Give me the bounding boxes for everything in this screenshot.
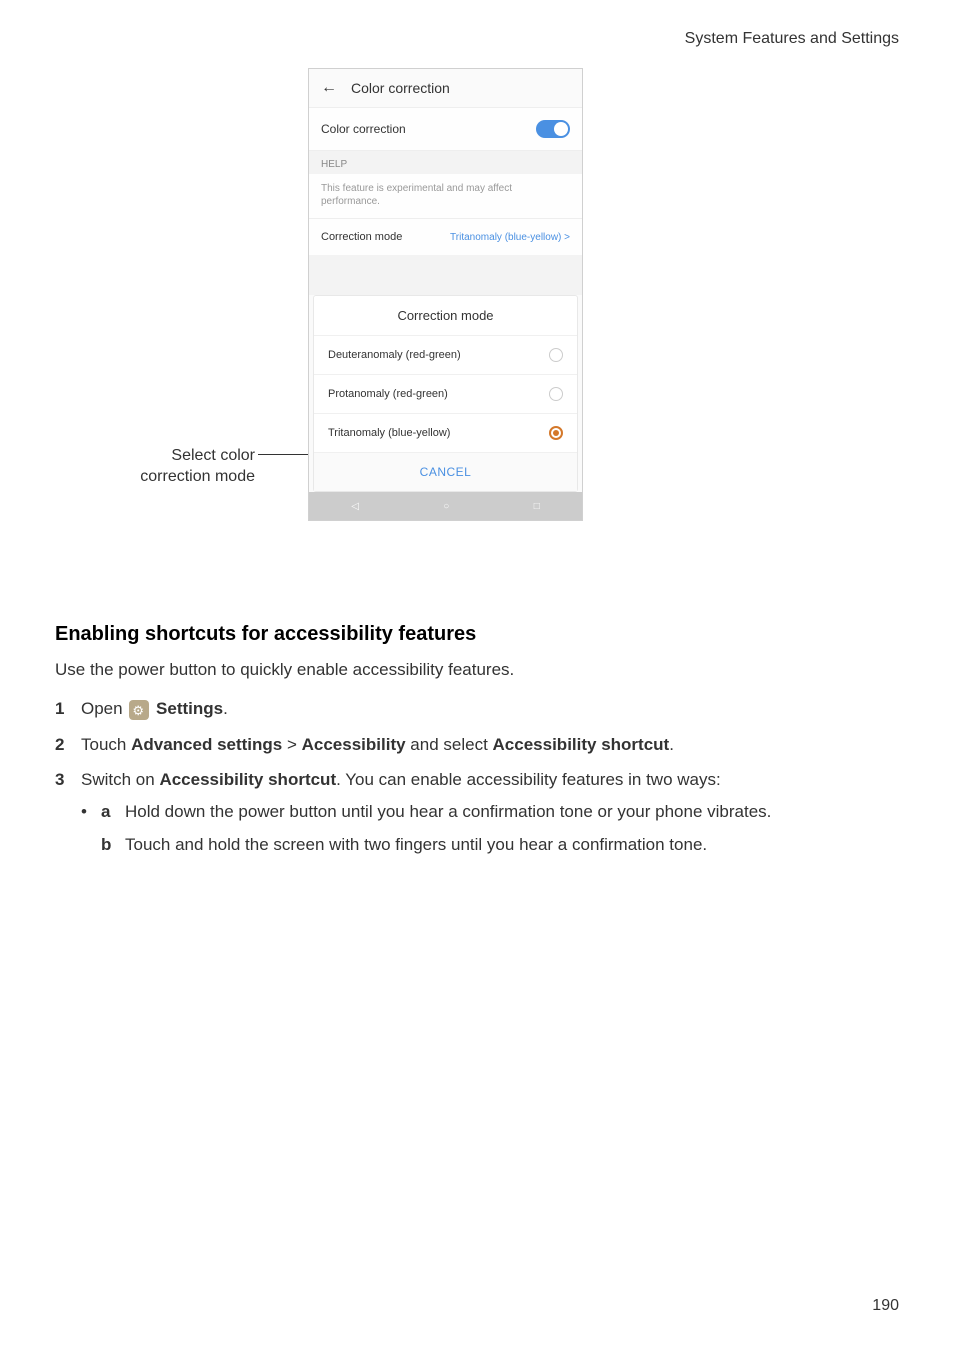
step-number: 3 — [55, 767, 81, 866]
correction-mode-row[interactable]: Correction mode Tritanomaly (blue-yellow… — [309, 219, 582, 255]
nav-home-icon[interactable]: ○ — [443, 501, 449, 512]
page-number: 190 — [872, 1297, 899, 1315]
step-text: Switch on Accessibility shortcut. You ca… — [81, 767, 899, 866]
radio-off-icon — [549, 387, 563, 401]
nav-recent-icon[interactable]: □ — [534, 501, 540, 512]
step-number: 2 — [55, 732, 81, 758]
page-header: System Features and Settings — [0, 0, 954, 48]
settings-app-icon — [129, 700, 149, 720]
sub-text: Hold down the power button until you hea… — [125, 799, 771, 825]
dialog-title: Correction mode — [314, 296, 577, 335]
phone-titlebar: ← Color correction — [309, 69, 582, 108]
sub-step-b: b Touch and hold the screen with two fin… — [81, 832, 899, 858]
correction-mode-dialog: Correction mode Deuteranomaly (red-green… — [313, 295, 578, 492]
screen-title: Color correction — [351, 80, 450, 96]
spacer — [309, 255, 582, 295]
mode-value: Tritanomaly (blue-yellow) > — [450, 232, 570, 243]
callout-line2: correction mode — [140, 468, 255, 485]
step-1: 1 Open Settings. — [55, 696, 899, 722]
step-text: Open Settings. — [81, 696, 899, 722]
back-icon[interactable]: ← — [321, 79, 337, 97]
section-heading: Enabling shortcuts for accessibility fea… — [55, 623, 899, 646]
option-label: Deuteranomaly (red-green) — [328, 349, 461, 361]
help-text: This feature is experimental and may aff… — [309, 174, 582, 219]
android-nav-bar: ◁ ○ □ — [309, 492, 582, 520]
radio-option-protanomaly[interactable]: Protanomaly (red-green) — [314, 374, 577, 413]
sub-steps: • a Hold down the power button until you… — [81, 799, 899, 858]
sub-step-a: • a Hold down the power button until you… — [81, 799, 899, 825]
step-2: 2 Touch Advanced settings > Accessibilit… — [55, 732, 899, 758]
bullet-icon: • — [81, 799, 101, 825]
help-section-header: HELP — [309, 151, 582, 174]
callout-connector — [258, 454, 308, 455]
section-intro: Use the power button to quickly enable a… — [55, 660, 899, 680]
option-label: Tritanomaly (blue-yellow) — [328, 427, 450, 439]
option-label: Protanomaly (red-green) — [328, 388, 448, 400]
toggle-switch-icon[interactable] — [536, 120, 570, 138]
radio-off-icon — [549, 348, 563, 362]
radio-on-icon — [549, 426, 563, 440]
nav-back-icon[interactable]: ◁ — [351, 501, 359, 512]
bullet-spacer — [81, 832, 101, 858]
sub-text: Touch and hold the screen with two finge… — [125, 832, 707, 858]
step-3: 3 Switch on Accessibility shortcut. You … — [55, 767, 899, 866]
numbered-steps: 1 Open Settings. 2 Touch Advanced settin… — [55, 696, 899, 866]
color-correction-toggle-row[interactable]: Color correction — [309, 108, 582, 151]
step-text: Touch Advanced settings > Accessibility … — [81, 732, 899, 758]
toggle-label: Color correction — [321, 122, 406, 136]
step-number: 1 — [55, 696, 81, 722]
phone-screenshot: ← Color correction Color correction HELP… — [308, 68, 583, 521]
mode-label: Correction mode — [321, 231, 402, 243]
cancel-button[interactable]: CANCEL — [314, 452, 577, 491]
figure-area: Select color correction mode ← Color cor… — [120, 68, 720, 588]
document-body: Enabling shortcuts for accessibility fea… — [0, 623, 954, 866]
sub-letter: b — [101, 832, 125, 858]
callout-label: Select color correction mode — [115, 446, 255, 488]
callout-line1: Select color — [171, 447, 255, 464]
radio-option-deuteranomaly[interactable]: Deuteranomaly (red-green) — [314, 335, 577, 374]
sub-letter: a — [101, 799, 125, 825]
radio-option-tritanomaly[interactable]: Tritanomaly (blue-yellow) — [314, 413, 577, 452]
